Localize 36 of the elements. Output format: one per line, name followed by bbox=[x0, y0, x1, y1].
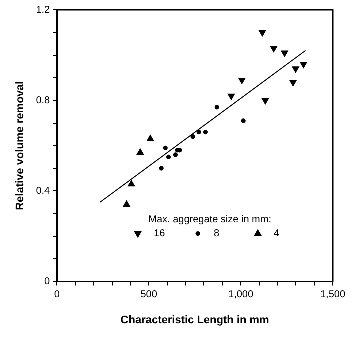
x-tick-label: 0 bbox=[54, 290, 60, 301]
point bbox=[214, 105, 220, 110]
legend-label: 8 bbox=[214, 228, 220, 240]
point bbox=[259, 30, 266, 37]
legend-label: 16 bbox=[154, 228, 166, 240]
point bbox=[147, 135, 154, 142]
x-tick-label: 500 bbox=[140, 290, 158, 301]
y-axis-title: Relative volume removal bbox=[14, 81, 27, 210]
x-tick-label: 1,500 bbox=[320, 290, 346, 301]
point bbox=[203, 130, 208, 135]
y-tick-label: 0.8 bbox=[36, 95, 51, 106]
point bbox=[163, 146, 168, 150]
y-tick-label: 0.4 bbox=[36, 186, 51, 197]
x-axis-title: Characteristic Length in mm bbox=[120, 314, 270, 326]
point bbox=[159, 166, 164, 171]
point bbox=[123, 200, 130, 208]
point bbox=[300, 62, 308, 68]
point bbox=[190, 134, 196, 140]
point bbox=[241, 118, 246, 124]
point bbox=[166, 154, 172, 160]
x-tick-label: 1,000 bbox=[228, 290, 254, 301]
point bbox=[281, 50, 288, 58]
point bbox=[173, 152, 178, 158]
y-tick-label: 1.2 bbox=[36, 4, 51, 16]
point bbox=[292, 66, 300, 73]
legend-label: 4 bbox=[274, 228, 280, 240]
point bbox=[238, 78, 246, 84]
point bbox=[270, 46, 278, 53]
point bbox=[262, 98, 270, 105]
legend-title: Max. aggregate size in mm: bbox=[148, 214, 272, 226]
point bbox=[228, 94, 235, 100]
point bbox=[128, 180, 136, 187]
point bbox=[290, 80, 297, 86]
point bbox=[136, 148, 144, 155]
point bbox=[196, 130, 202, 135]
y-tick-label: 0 bbox=[44, 276, 51, 288]
